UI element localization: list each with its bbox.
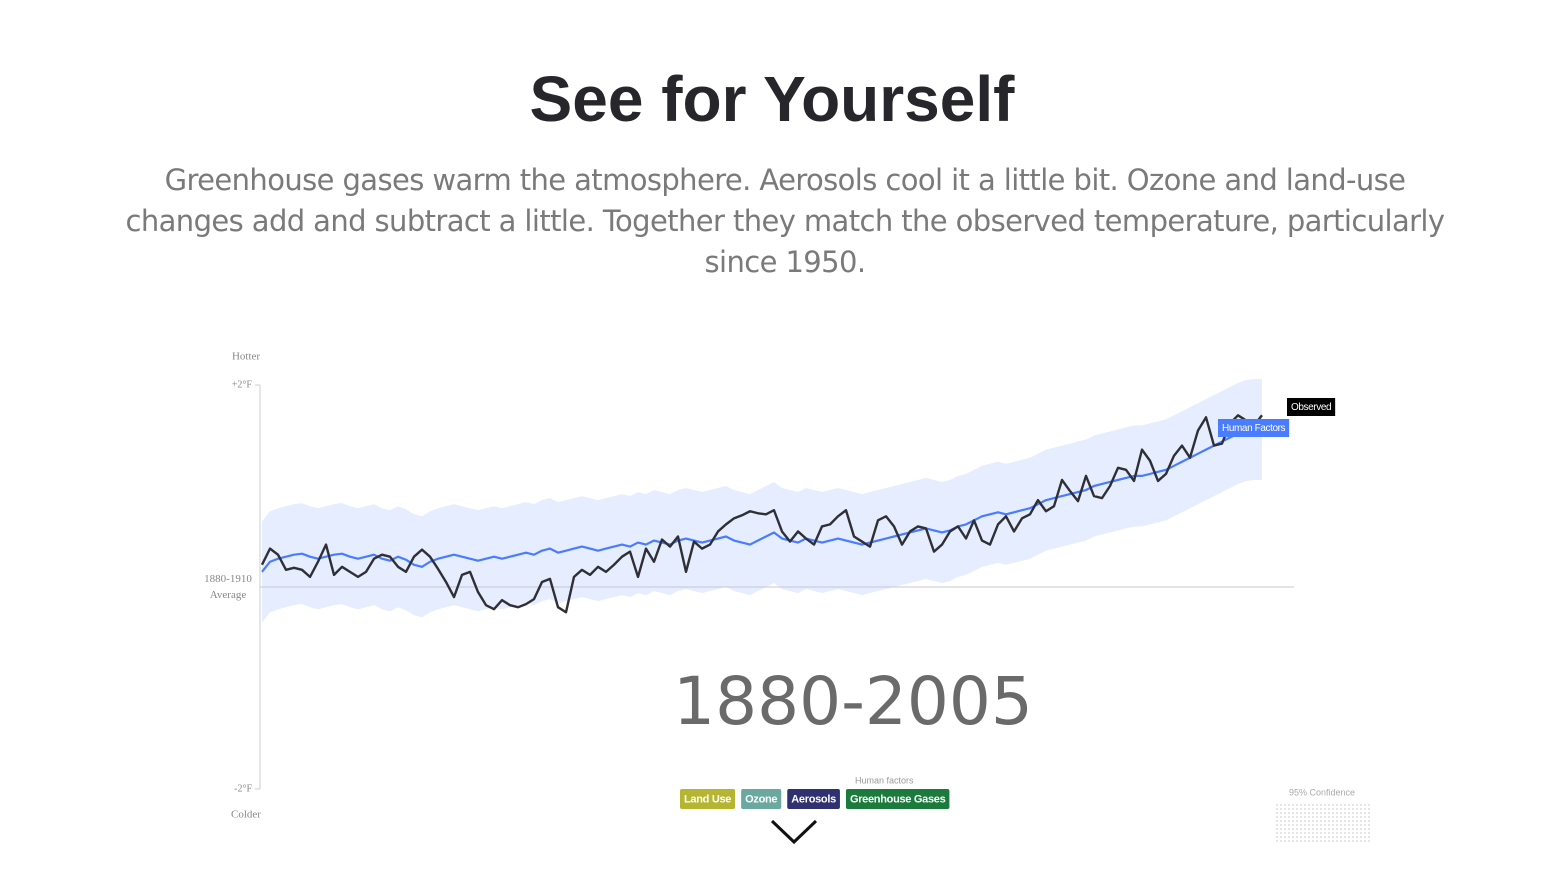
y-top-label: Hotter [232, 351, 260, 363]
factor-button-bg [741, 789, 782, 809]
factor-button[interactable]: Ozone [741, 789, 782, 809]
scroll-chevron[interactable] [770, 819, 818, 845]
factor-button[interactable]: Greenhouse Gases [845, 789, 950, 809]
series-line [261, 428, 1262, 573]
factor-button[interactable]: Aerosols [787, 789, 840, 809]
y-bottom-label: Colder [231, 809, 261, 821]
factor-button-label: Greenhouse Gases [850, 793, 946, 805]
factor-button-bg [845, 789, 950, 809]
factor-button-label: Land Use [684, 793, 731, 805]
factors-caption: Human factors [855, 775, 914, 785]
factor-button-bg [787, 789, 840, 809]
series-tag [1287, 398, 1336, 416]
y-tick-label: -2°F [234, 783, 252, 794]
factor-button[interactable]: Land Use [680, 789, 736, 809]
year-range: 1880-2005 [673, 663, 1033, 740]
factor-button-bg [680, 789, 736, 809]
series-label: Human Factors [1222, 423, 1286, 434]
y-tick-label: 1880-1910 Average [204, 573, 252, 601]
confidence-band [262, 378, 1262, 623]
y-tick-label: +2°F [232, 379, 253, 390]
confidence-label: 95% Confidence [1289, 787, 1355, 797]
confidence-swatch [1275, 803, 1370, 843]
series-line [260, 414, 1263, 614]
factor-button-label: Ozone [745, 793, 777, 805]
factor-button-label: Aerosols [791, 793, 836, 805]
series-label: Observed [1291, 402, 1331, 413]
series-tag [1218, 419, 1290, 437]
page-subtitle: Greenhouse gases warm the atmosphere. Ae… [125, 163, 1446, 279]
page-title: See for Yourself [529, 63, 1015, 135]
